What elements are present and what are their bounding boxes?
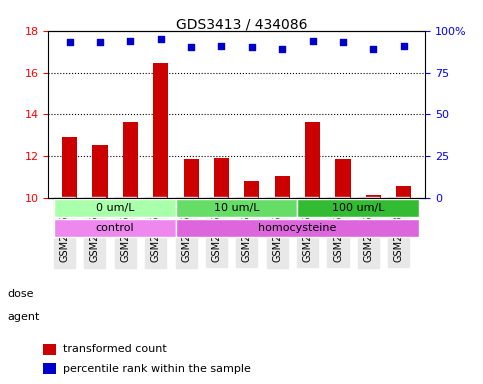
FancyBboxPatch shape	[176, 219, 419, 237]
Bar	[396, 187, 412, 198]
Point	[187, 45, 195, 51]
Point	[278, 46, 286, 52]
Bar	[184, 159, 199, 198]
Point	[400, 43, 408, 49]
Bar	[123, 122, 138, 198]
Text: homocysteine: homocysteine	[258, 223, 337, 233]
Point	[96, 39, 104, 45]
Bar	[366, 195, 381, 198]
Bar	[62, 137, 77, 198]
FancyBboxPatch shape	[55, 199, 176, 217]
Text: percentile rank within the sample: percentile rank within the sample	[63, 364, 251, 374]
Point	[248, 45, 256, 51]
Point	[218, 43, 226, 49]
Text: 0 um/L: 0 um/L	[96, 203, 134, 213]
Bar	[92, 145, 108, 198]
Text: control: control	[96, 223, 134, 233]
Text: dose: dose	[7, 289, 34, 299]
Bar	[305, 122, 320, 198]
Bar	[244, 181, 259, 198]
Bar	[335, 159, 351, 198]
Bar	[275, 176, 290, 198]
FancyBboxPatch shape	[298, 199, 419, 217]
FancyBboxPatch shape	[55, 219, 176, 237]
Text: GDS3413 / 434086: GDS3413 / 434086	[176, 17, 307, 31]
Text: transformed count: transformed count	[63, 344, 167, 354]
Point	[66, 39, 73, 45]
Point	[309, 38, 316, 44]
Point	[157, 36, 165, 42]
FancyBboxPatch shape	[176, 199, 298, 217]
Text: 10 um/L: 10 um/L	[214, 203, 259, 213]
Point	[369, 46, 377, 52]
Bar	[153, 63, 168, 198]
Text: agent: agent	[7, 312, 40, 322]
Point	[339, 39, 347, 45]
Bar	[214, 158, 229, 198]
Point	[127, 38, 134, 44]
Text: 100 um/L: 100 um/L	[332, 203, 384, 213]
